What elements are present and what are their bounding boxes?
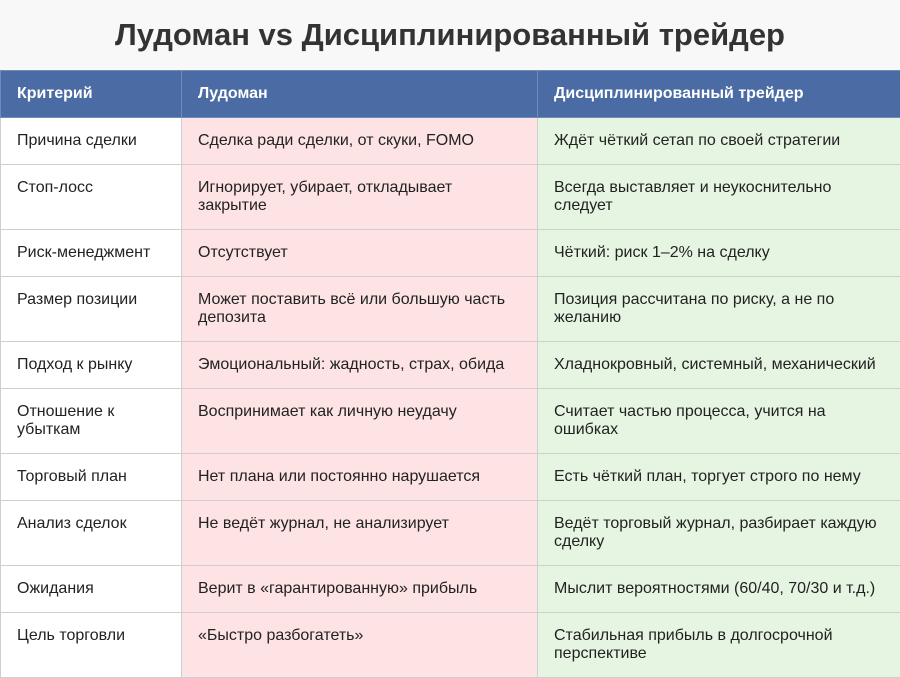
criterion-cell: Риск-менеджмент	[0, 229, 182, 277]
table-row: Причина сделки Сделка ради сделки, от ску…	[0, 117, 900, 165]
page-title: Лудоман vs Дисциплинированный трейдер	[115, 17, 785, 52]
criterion-cell: Анализ сделок	[0, 500, 182, 566]
gambler-cell: Не ведёт журнал, не анализирует	[181, 500, 538, 566]
criterion-cell: Стоп-лосс	[0, 164, 182, 230]
gambler-cell: Отсутствует	[181, 229, 538, 277]
table-row: Риск-менеджмент Отсутствует Чёткий: риск 1…	[0, 229, 900, 277]
table-row: Подход к рынку Эмоциональный: жадность, с…	[0, 341, 900, 389]
header-criterion: Критерий	[0, 70, 182, 118]
trader-cell: Мыслит вероятностями (60/40, 70/30 и т.д…	[537, 565, 900, 613]
table-row: Ожидания Верит в «гарантированную» прибыл…	[0, 565, 900, 613]
criterion-cell: Цель торговли	[0, 612, 182, 678]
trader-cell: Ведёт торговый журнал, разбирает каждую …	[537, 500, 900, 566]
gambler-cell: Может поставить всё или большую часть де…	[181, 276, 538, 342]
gambler-cell: Верит в «гарантированную» прибыль	[181, 565, 538, 613]
criterion-cell: Причина сделки	[0, 117, 182, 165]
trader-cell: Позиция рассчитана по риску, а не по жел…	[537, 276, 900, 342]
header-row: Критерий Лудоман Дисциплинированный трей…	[0, 70, 900, 118]
comparison-table: Критерий Лудоман Дисциплинированный трей…	[0, 70, 900, 678]
table-row: Отношение к убыткам Воспринимает как личн…	[0, 388, 900, 454]
trader-cell: Стабильная прибыль в долгосрочной перспе…	[537, 612, 900, 678]
header-trader: Дисциплинированный трейдер	[537, 70, 900, 118]
trader-cell: Всегда выставляет и неукоснительно следу…	[537, 164, 900, 230]
table-row: Цель торговли «Быстро разбогатеть» Стабиль…	[0, 612, 900, 678]
gambler-cell: Эмоциональный: жадность, страх, обида	[181, 341, 538, 389]
table-row: Стоп-лосс Игнорирует, убирает, откладывае…	[0, 164, 900, 230]
table-row: Анализ сделок Не ведёт журнал, не анализи…	[0, 500, 900, 566]
gambler-cell: «Быстро разбогатеть»	[181, 612, 538, 678]
criterion-cell: Размер позиции	[0, 276, 182, 342]
trader-cell: Ждёт чёткий сетап по своей стратегии	[537, 117, 900, 165]
trader-cell: Хладнокровный, системный, механический	[537, 341, 900, 389]
table-row: Размер позиции Может поставить всё или бо…	[0, 276, 900, 342]
trader-cell: Есть чёткий план, торгует строго по нему	[537, 453, 900, 501]
trader-cell: Чёткий: риск 1–2% на сделку	[537, 229, 900, 277]
gambler-cell: Сделка ради сделки, от скуки, FOMO	[181, 117, 538, 165]
criterion-cell: Отношение к убыткам	[0, 388, 182, 454]
header-gambler: Лудоман	[181, 70, 538, 118]
gambler-cell: Нет плана или постоянно нарушается	[181, 453, 538, 501]
gambler-cell: Воспринимает как личную неудачу	[181, 388, 538, 454]
gambler-cell: Игнорирует, убирает, откладывает закрыти…	[181, 164, 538, 230]
criterion-cell: Подход к рынку	[0, 341, 182, 389]
trader-cell: Считает частью процесса, учится на ошибк…	[537, 388, 900, 454]
criterion-cell: Ожидания	[0, 565, 182, 613]
table-row: Торговый план Нет плана или постоянно нар…	[0, 453, 900, 501]
criterion-cell: Торговый план	[0, 453, 182, 501]
